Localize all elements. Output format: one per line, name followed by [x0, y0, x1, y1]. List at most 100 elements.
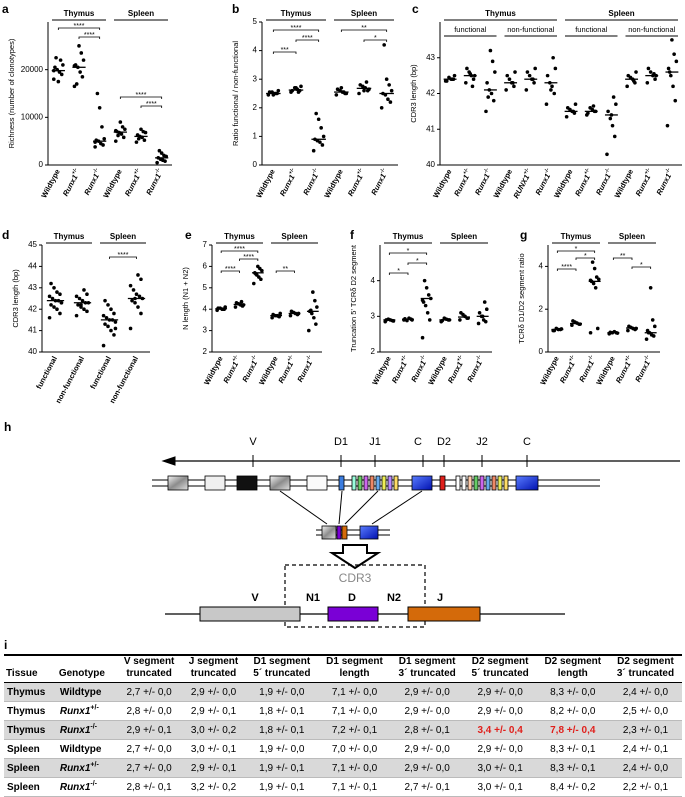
table-cell: Thymus [4, 701, 57, 721]
data-point [670, 38, 674, 42]
table-cell: 2,4 +/- 0,1 [608, 739, 682, 759]
data-point [93, 145, 97, 149]
data-point [133, 300, 137, 305]
significance-label: ** [283, 266, 289, 273]
group-label: Spleen [281, 232, 307, 241]
data-point [78, 70, 82, 74]
data-point [162, 153, 166, 158]
data-point [142, 138, 147, 143]
data-point [627, 324, 631, 329]
locus-label: D1 [334, 436, 348, 448]
data-point [128, 283, 133, 288]
significance-bracket [612, 257, 633, 260]
significance-label: **** [291, 25, 302, 32]
header-text: 5´ truncated [253, 668, 311, 679]
table-cell: Wildtype [56, 682, 117, 702]
y-tick-label: 3 [253, 74, 258, 83]
data-point [652, 72, 656, 76]
panel-label: f [350, 228, 355, 242]
x-tick-label: Runx1-/- [301, 167, 323, 196]
significance-bracket [239, 258, 259, 261]
j-segment [407, 606, 481, 622]
y-tick-label: 1 [253, 132, 258, 141]
x-tick-label: non-functional [108, 355, 140, 405]
data-point [82, 307, 86, 312]
data-point [484, 307, 489, 312]
column-header: D1 segment 5´ truncated [245, 654, 319, 683]
data-point [102, 136, 107, 141]
header-text: D2 segment [471, 656, 529, 667]
data-point [77, 44, 81, 48]
significance-bracket [407, 262, 428, 265]
data-point [97, 106, 102, 110]
data-point [489, 91, 494, 96]
data-point [588, 330, 593, 335]
significance-label: **** [146, 101, 157, 108]
data-point [319, 126, 323, 130]
y-tick-label: 7 [203, 240, 208, 249]
header-text: D1 segment [398, 656, 456, 667]
data-point [484, 109, 488, 114]
data-point [316, 117, 321, 122]
group-label: Thymus [54, 232, 85, 241]
data-point [464, 80, 468, 85]
y-axis-label: N length (N1 + N2) [181, 267, 190, 330]
x-tick-label: non-functional [54, 355, 86, 405]
y-tick-label: 20000 [21, 65, 44, 74]
group-label: Thymus [485, 9, 516, 18]
significance-label: **** [84, 32, 95, 39]
data-point [524, 88, 529, 92]
header-text: D1 segment [326, 656, 383, 667]
x-tick-label: Wildtype [431, 168, 454, 200]
data-point [491, 98, 496, 103]
table-cell: 2,5 +/- 0,0 [608, 701, 682, 721]
group-label: Spleen [451, 232, 477, 241]
x-tick-label: Runx1+/- [445, 354, 467, 385]
table-cell: 2,9 +/- 0,0 [390, 739, 464, 759]
data-point [626, 328, 630, 333]
data-point [239, 299, 244, 304]
significance-bracket [631, 266, 652, 269]
table-cell: 8,2 +/- 0,0 [536, 701, 609, 721]
significance-bracket [272, 29, 320, 32]
table-cell: 1,8 +/- 0,1 [245, 720, 319, 740]
locus-label: C [414, 436, 422, 448]
header-text: J segment [188, 656, 239, 667]
significance-bracket [275, 270, 295, 273]
data-point [120, 125, 125, 129]
data-point [605, 152, 609, 157]
data-point [382, 43, 386, 47]
y-axis-label: Richness (number of clonotypes) [7, 38, 16, 148]
data-point [56, 79, 61, 84]
data-point [614, 102, 618, 107]
rearranged-segments [321, 525, 379, 540]
data-point [312, 315, 316, 320]
data-point [315, 305, 319, 309]
data-point [452, 73, 457, 78]
header-text: Genotype [58, 668, 105, 679]
data-point [645, 80, 650, 85]
data-point [85, 309, 89, 314]
data-point [648, 70, 653, 74]
data-point [116, 133, 120, 138]
data-point [486, 95, 490, 99]
table-cell: Thymus [4, 682, 57, 702]
segment-label: N2 [387, 592, 401, 604]
column-header: J segment truncated [181, 654, 246, 683]
y-tick-label: 4 [253, 46, 258, 55]
data-point [482, 300, 487, 304]
group-label: Spleen [110, 232, 136, 241]
data-point [139, 277, 143, 282]
significance-label: * [397, 268, 400, 275]
significance-bracket [272, 51, 297, 54]
data-point [104, 315, 109, 320]
y-tick-label: 2 [203, 347, 208, 356]
data-point [112, 311, 116, 316]
significance-label: * [584, 253, 587, 260]
data-point [113, 320, 118, 324]
data-point [665, 123, 670, 128]
y-tick-label: 40 [426, 160, 435, 169]
cdr3-box [284, 564, 426, 628]
data-point [157, 148, 162, 153]
table-row: Thymus Wildtype 2,7 +/- 0,0 2,9 +/- 0,0 1,9 … [4, 682, 682, 702]
